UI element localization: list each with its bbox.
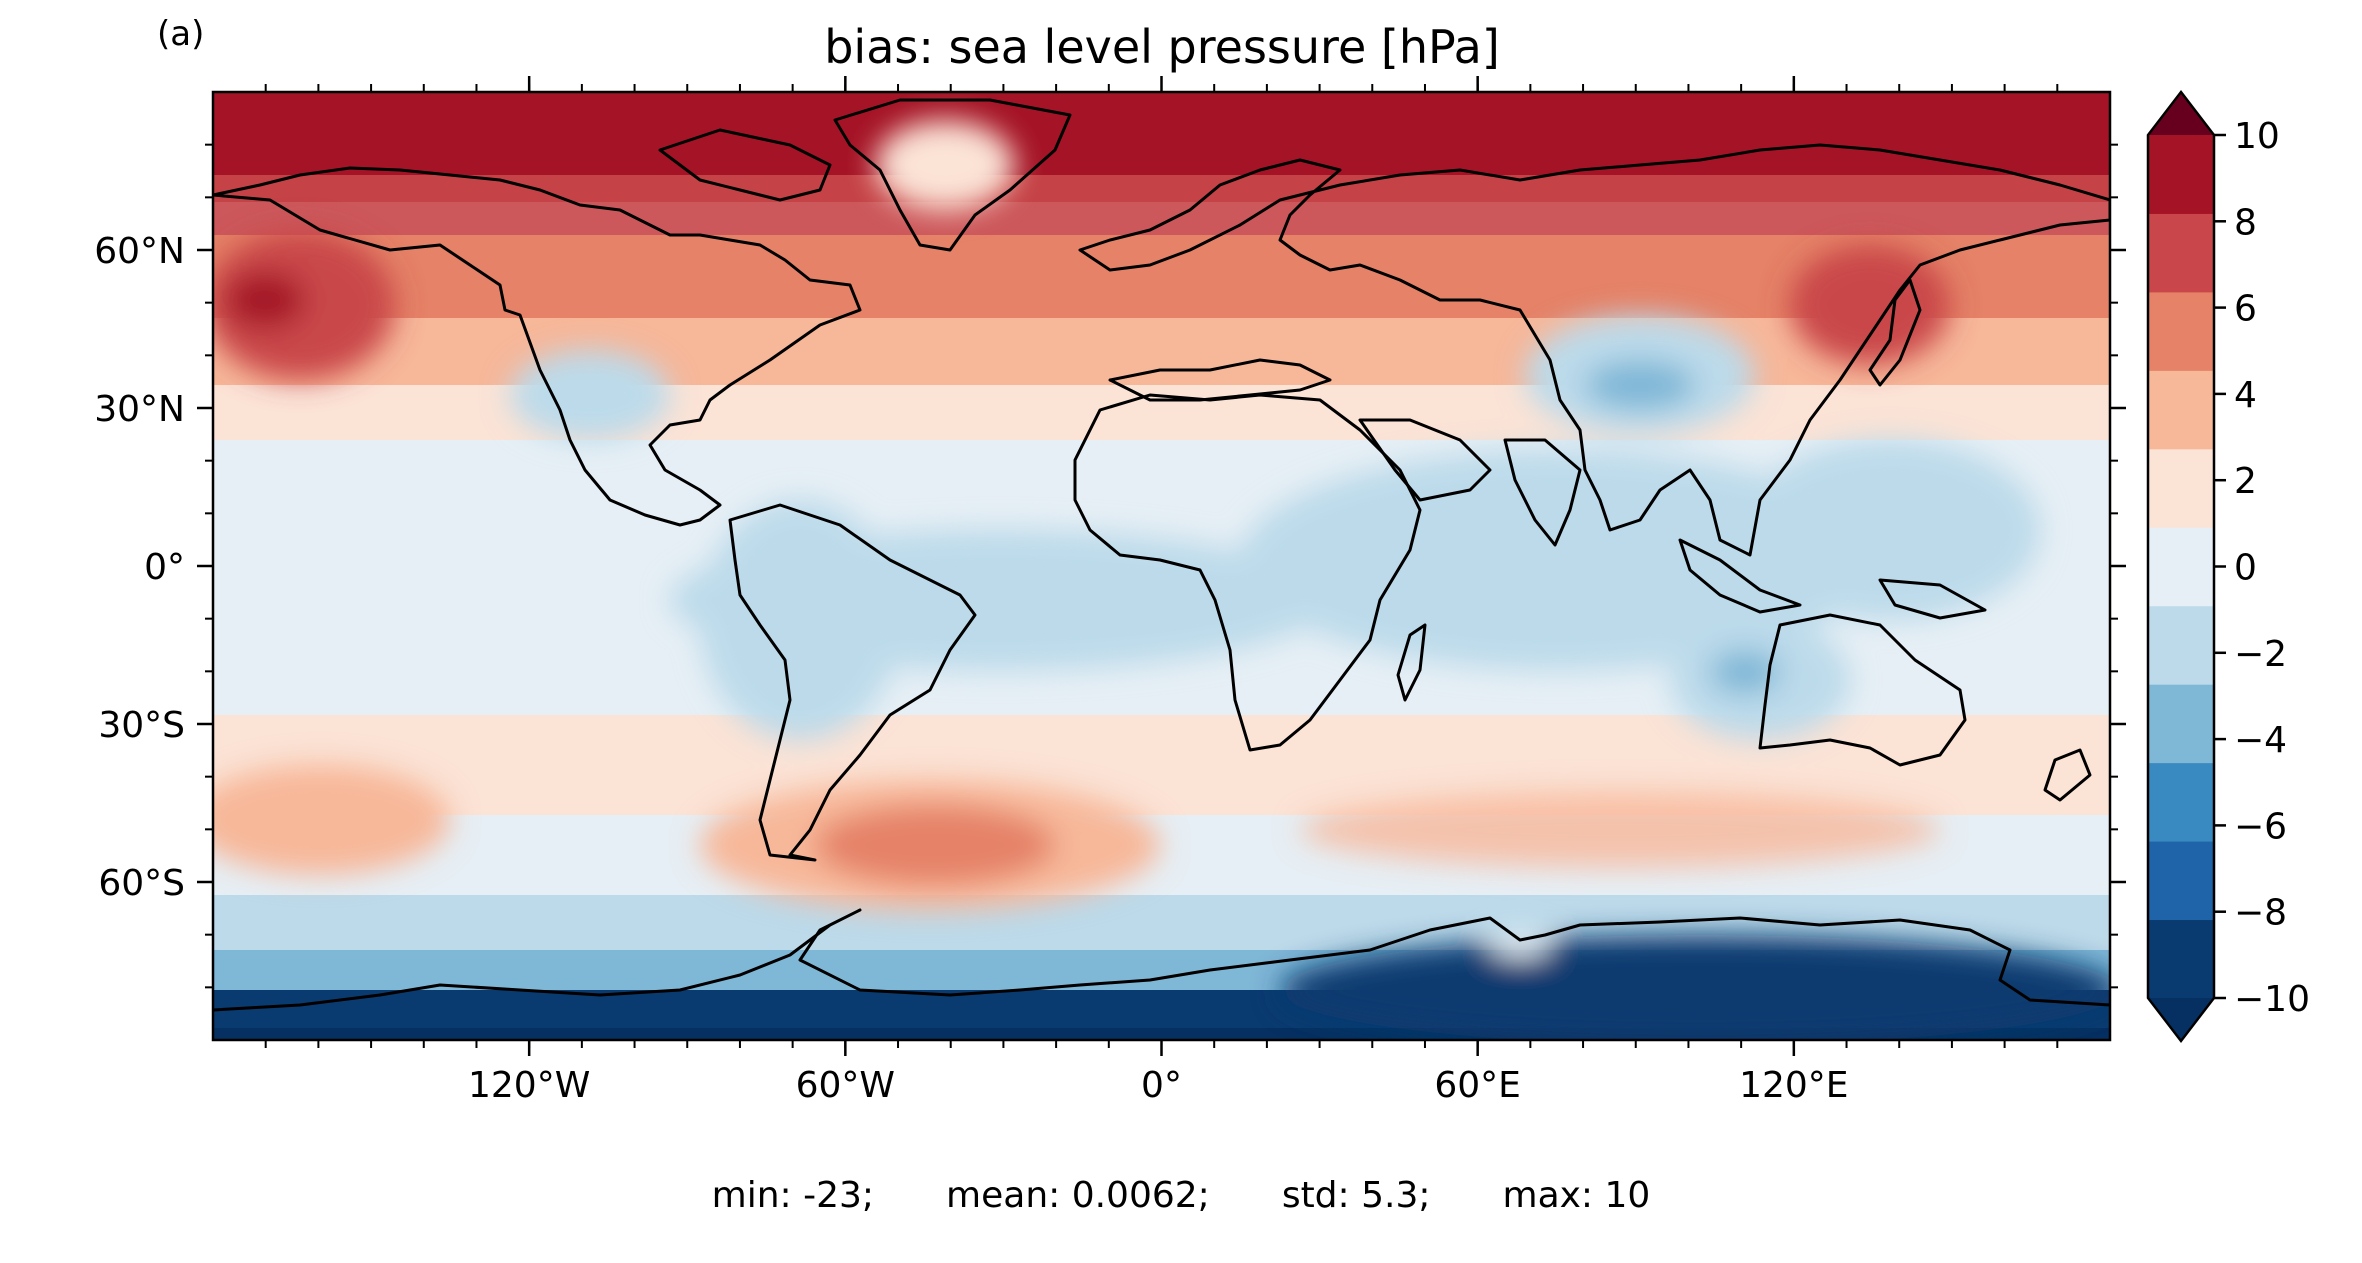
colorbar-tick-label: −6	[2234, 806, 2287, 847]
lat-tick-label: 30°N	[94, 389, 185, 430]
colorbar-tick-label: 10	[2234, 116, 2280, 157]
colorbar-segment	[2148, 448, 2214, 528]
lat-tick-label: 30°S	[98, 705, 185, 746]
anomaly-antarctic-plateau-pale	[1490, 933, 1550, 957]
coastline-arabia	[1358, 418, 1492, 502]
colorbar-segment	[2148, 605, 2214, 685]
coastline-japan	[1868, 278, 1922, 387]
lon-tick-label: 0°	[1141, 1065, 1182, 1106]
colorbar-segment	[2148, 919, 2214, 999]
colorbar-tick-label: 6	[2234, 289, 2257, 330]
coastline-africa	[1073, 393, 1422, 752]
lat-tick-label: 60°N	[94, 231, 185, 272]
stat-std: std: 5.3;	[1281, 1175, 1431, 1216]
anomaly-east-antarctica-low	[1280, 935, 2110, 1040]
anomaly-alaska-core	[225, 272, 305, 328]
figure-title: bias: sea level pressure [hPa]	[824, 20, 1500, 74]
colorbar-segment	[2148, 841, 2214, 921]
coastline-south-america	[728, 503, 977, 862]
field-bands	[213, 92, 2110, 1040]
coastline-india	[1503, 438, 1582, 547]
coastline-new-guinea	[1878, 578, 1987, 620]
lon-tick-label: 60°E	[1434, 1065, 1521, 1106]
anomaly-south-america-low	[700, 500, 900, 740]
band-south-0	[213, 715, 2110, 815]
colorbar-segment	[2148, 213, 2214, 293]
anomaly-north-america-low	[510, 350, 670, 440]
colorbar-tick-label: −2	[2234, 634, 2287, 675]
colorbar-segment	[2148, 135, 2214, 214]
coastline-mediterranean	[1108, 358, 1332, 402]
anomaly-south-pacific-high	[213, 765, 450, 875]
coastline-australia	[1758, 613, 1967, 767]
coastline-europe-asia	[1078, 143, 2110, 557]
stats-line: min: -23; mean: 0.0062; std: 5.3; max: 10	[0, 1175, 2362, 1216]
colorbar-segment	[2148, 527, 2214, 607]
band-north-6	[213, 175, 2110, 245]
colorbar-tick-label: 0	[2234, 548, 2257, 589]
coastline-north-america	[213, 166, 862, 527]
colorbar-over-arrow	[2148, 92, 2214, 135]
coastline-indonesia	[1678, 538, 1802, 614]
coastline-antarctica	[213, 908, 2110, 1012]
colorbar-segment	[2148, 291, 2214, 371]
panel-label: (a)	[157, 14, 205, 54]
colorbar-tick-label: −4	[2234, 720, 2287, 761]
lon-tick-label: 120°E	[1739, 1065, 1848, 1106]
colorbar-tick-label: −8	[2234, 893, 2287, 934]
anomaly-west-pacific	[1740, 440, 2040, 620]
map-ticks: 120°W 60°W 0° 60°E 120°E 60°N 30°N 0° 30°S 60°S	[94, 76, 2126, 1106]
coastlines	[213, 98, 2110, 1012]
band-north-0	[213, 385, 2110, 440]
colorbar-segment	[2148, 684, 2214, 764]
lon-tick-label: 60°W	[796, 1065, 895, 1106]
colorbar-under-arrow	[2148, 998, 2214, 1041]
anomaly-south-indian-high	[1300, 792, 1940, 868]
anomaly-indian-ocean	[1240, 450, 1880, 670]
anomaly-tibet-core	[1585, 360, 1695, 410]
anomaly-greenland-low	[875, 120, 1015, 210]
colorbar: −10 −8 −6 −4 −2 0 2 4 6 8 10	[2146, 89, 2310, 1044]
coastline-new-zealand	[2043, 748, 2092, 802]
colorbar-tick-label: 2	[2234, 461, 2257, 502]
colorbar-tick-label: −10	[2234, 979, 2310, 1020]
colorbar-segment	[2148, 762, 2214, 842]
coastline-arctic-archipelago	[658, 128, 832, 202]
colorbar-tick-label: 8	[2234, 202, 2257, 243]
lon-tick-label: 120°W	[468, 1065, 590, 1106]
stat-mean: mean: 0.0062;	[946, 1175, 1210, 1216]
map-axes	[213, 92, 2110, 1040]
lat-tick-label: 0°	[144, 547, 185, 588]
coastline-greenland	[833, 98, 1072, 252]
field-anomalies	[213, 120, 2110, 1040]
colorbar-segment	[2148, 370, 2214, 450]
stat-max: max: 10	[1502, 1175, 1651, 1216]
colorbar-tick-label: 4	[2234, 375, 2257, 416]
lat-tick-label: 60°S	[98, 863, 185, 904]
anomaly-australia-core	[1710, 650, 1780, 694]
coastline-madagascar	[1396, 623, 1427, 702]
stat-min: min: -23;	[711, 1175, 875, 1216]
anomaly-south-atlantic-core	[815, 805, 1055, 885]
